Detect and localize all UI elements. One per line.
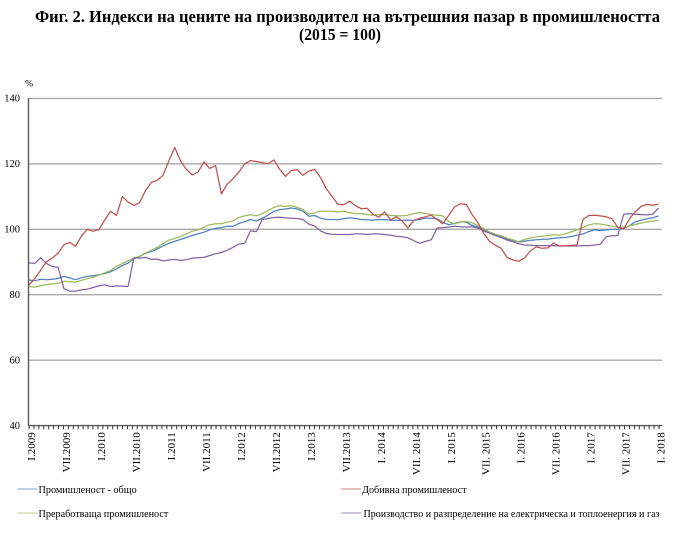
svg-text:VII. 2016: VII. 2016 xyxy=(551,432,563,475)
svg-text:VII.2010: VII.2010 xyxy=(131,432,143,473)
svg-text:Добивна промишленост: Добивна промишленост xyxy=(362,485,467,496)
svg-text:120: 120 xyxy=(4,159,20,170)
svg-text:100: 100 xyxy=(4,225,20,236)
svg-text:I.2009: I.2009 xyxy=(26,432,38,461)
svg-text:I.2011: I.2011 xyxy=(166,432,178,460)
svg-text:80: 80 xyxy=(10,290,21,301)
svg-text:140: 140 xyxy=(4,94,20,105)
svg-text:Фиг. 2. Индекси на цените на п: Фиг. 2. Индекси на цените на производите… xyxy=(35,7,660,26)
svg-text:I. 2014: I. 2014 xyxy=(376,432,388,464)
svg-text:%: % xyxy=(25,80,33,90)
svg-text:I.2013: I.2013 xyxy=(306,432,318,461)
svg-text:I. 2018: I. 2018 xyxy=(656,432,668,464)
svg-text:I. 2015: I. 2015 xyxy=(446,432,458,464)
svg-text:I.2012: I.2012 xyxy=(236,432,248,460)
svg-text:VII.2011: VII.2011 xyxy=(201,432,213,472)
svg-text:I.2010: I.2010 xyxy=(96,432,108,461)
svg-text:VII.2013: VII.2013 xyxy=(341,432,353,473)
svg-text:60: 60 xyxy=(10,355,21,366)
svg-text:VII.2012: VII.2012 xyxy=(271,432,283,472)
svg-text:Производство и разпределение н: Производство и разпределение на електрич… xyxy=(364,509,660,520)
svg-text:VII. 2014: VII. 2014 xyxy=(411,432,423,475)
svg-text:VII. 2017: VII. 2017 xyxy=(621,432,633,475)
svg-text:(2015 = 100): (2015 = 100) xyxy=(299,25,381,44)
svg-text:Преработваща промишленост: Преработваща промишленост xyxy=(39,509,169,520)
svg-text:Промишленост - общо: Промишленост - общо xyxy=(39,485,137,496)
svg-text:I. 2017: I. 2017 xyxy=(586,432,598,464)
svg-text:VII.2009: VII.2009 xyxy=(61,432,73,473)
svg-text:40: 40 xyxy=(10,421,21,432)
svg-text:I. 2016: I. 2016 xyxy=(516,432,528,464)
svg-text:VII. 2015: VII. 2015 xyxy=(481,432,493,475)
